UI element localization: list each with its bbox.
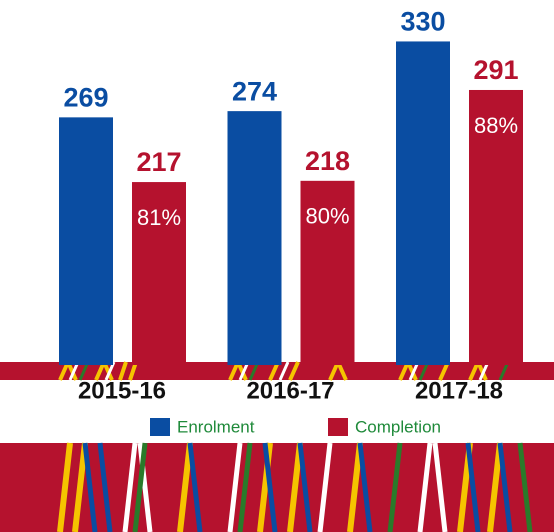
bar — [396, 41, 450, 365]
x-tick-label: 2016-17 — [246, 377, 334, 404]
value-label: 217 — [136, 147, 181, 177]
value-label: 330 — [400, 7, 445, 37]
x-tick-label: 2017-18 — [415, 377, 503, 404]
rate-label: 81% — [137, 205, 181, 230]
bar — [227, 111, 282, 365]
value-label: 274 — [232, 76, 277, 106]
bar — [59, 117, 113, 365]
x-tick-label: 2015-16 — [78, 377, 166, 404]
bar — [132, 182, 186, 365]
legend-swatch — [328, 418, 348, 436]
bar — [469, 89, 523, 365]
woven-band-bottom — [0, 442, 554, 532]
legend-label: Enrolment — [177, 417, 255, 436]
legend-label: Completion — [355, 417, 441, 436]
bar — [300, 180, 355, 365]
value-label: 269 — [63, 82, 108, 112]
value-label: 218 — [305, 146, 350, 176]
legend-swatch — [150, 418, 170, 436]
value-label: 291 — [473, 55, 518, 85]
rate-label: 80% — [305, 204, 349, 229]
rate-label: 88% — [474, 113, 518, 138]
